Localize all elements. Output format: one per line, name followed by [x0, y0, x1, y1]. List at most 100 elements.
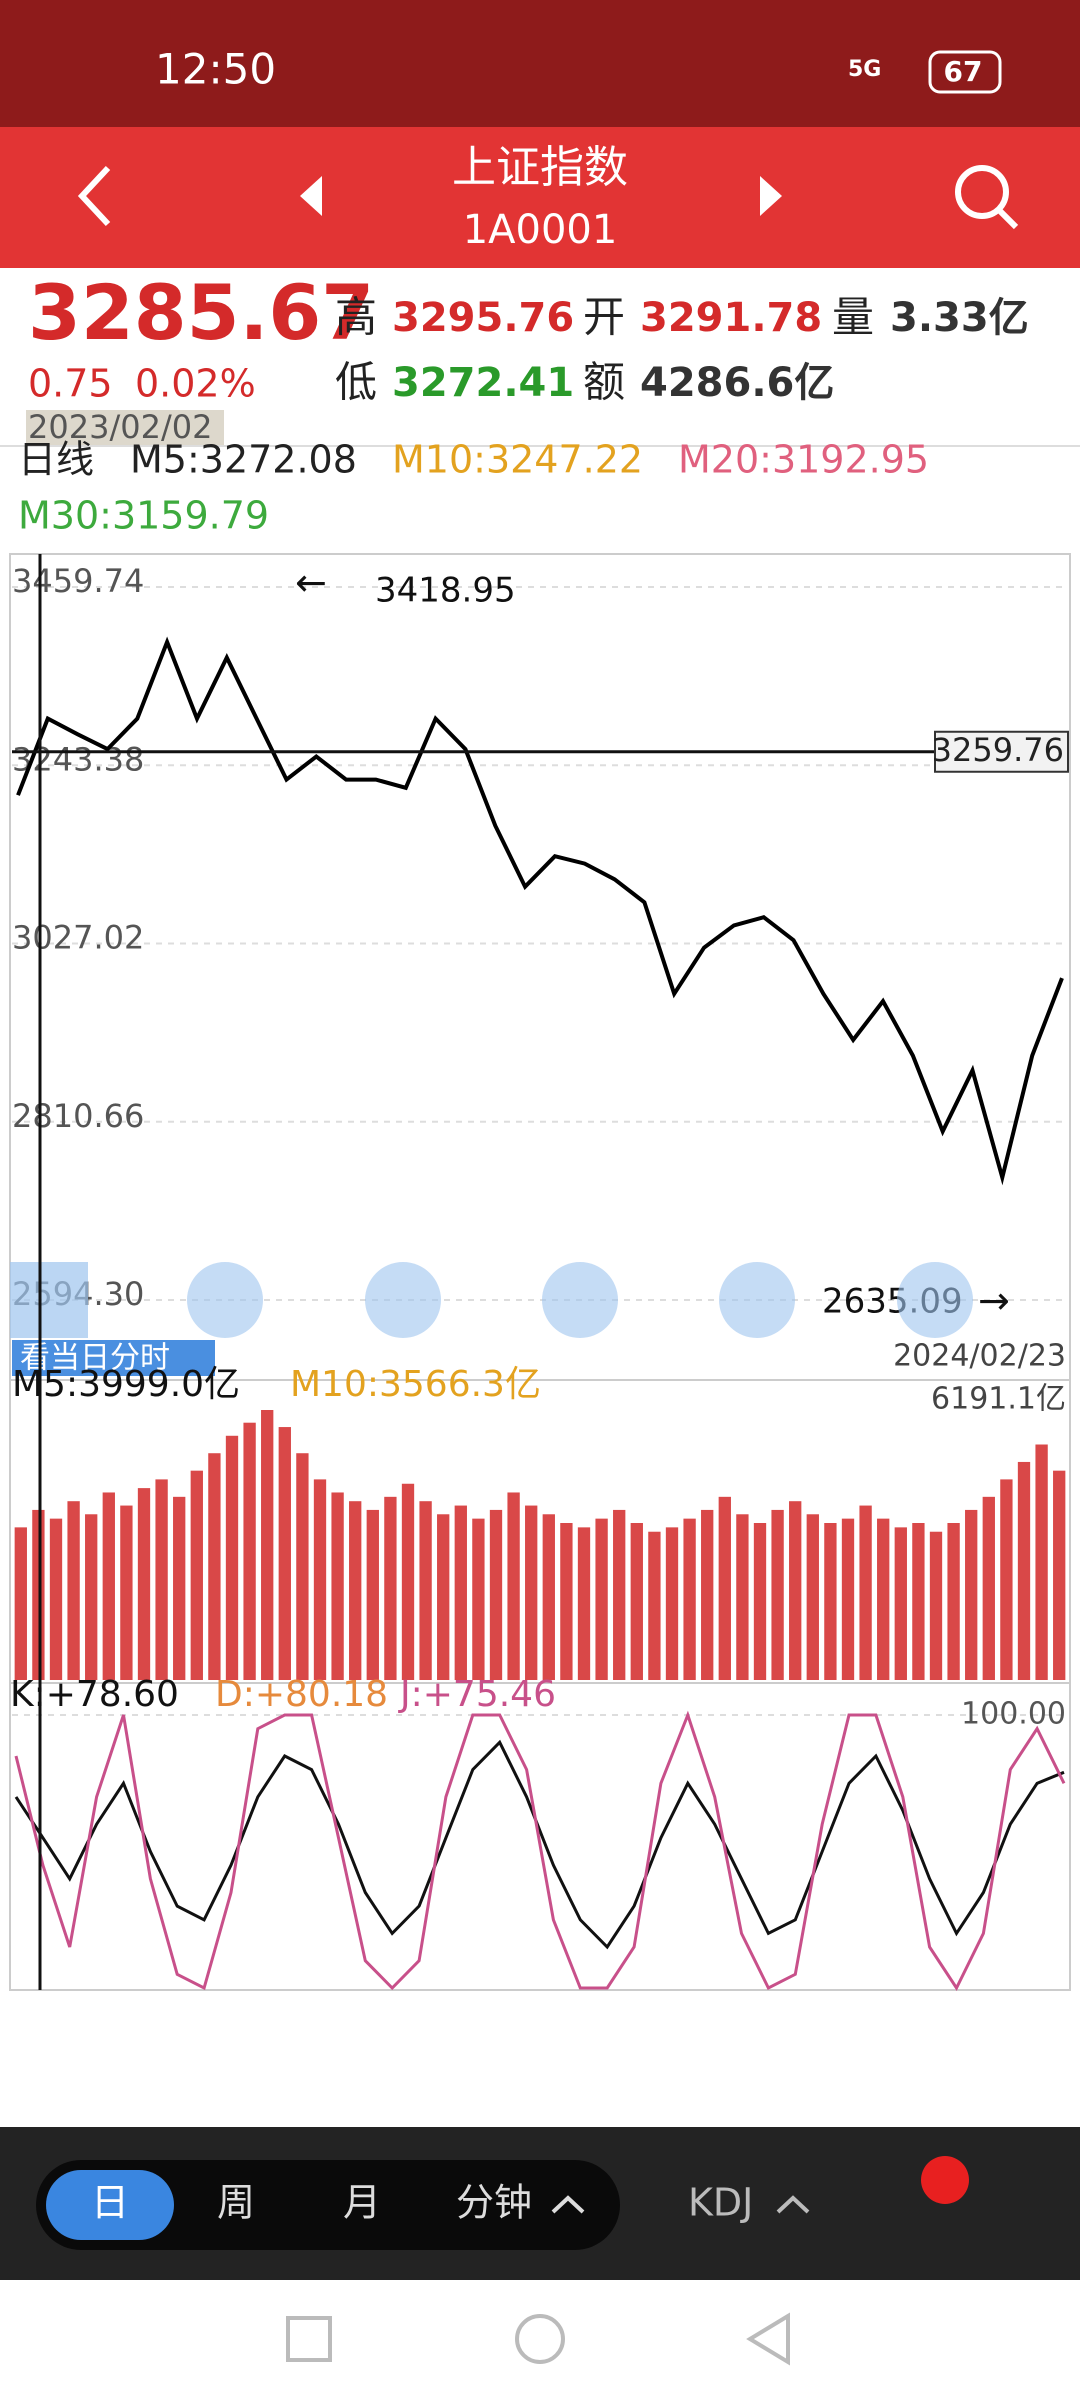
search-button[interactable] — [955, 165, 1009, 219]
y-tick-label: 2810.66 — [12, 1097, 144, 1135]
price: 3285.67 — [28, 268, 374, 357]
period-tab[interactable]: 日 — [91, 2181, 129, 2225]
d-label: D:+80.18 — [215, 1674, 388, 1715]
volume-bar — [683, 1518, 696, 1680]
k-label: K:+78.60 — [10, 1674, 179, 1715]
volume-bar — [437, 1514, 450, 1680]
volume-bar — [313, 1479, 327, 1680]
battery-level: 67 — [944, 55, 983, 88]
volume-bar — [947, 1523, 960, 1680]
low: 3272.41 — [392, 360, 574, 406]
volume-bar — [789, 1501, 802, 1680]
amount-label: 额 — [583, 358, 625, 407]
volume-bar — [102, 1492, 115, 1680]
ma5: M5:3272.08 — [130, 438, 357, 482]
period: 日线 — [18, 438, 94, 482]
move-left-button[interactable] — [542, 1262, 618, 1338]
volume-bar — [14, 1527, 27, 1680]
volume-bar — [982, 1496, 995, 1680]
crosshair-label-box — [934, 730, 1069, 773]
prev-button[interactable] — [300, 176, 322, 216]
zoom-out-button[interactable] — [365, 1262, 441, 1338]
status-bar — [0, 0, 1080, 127]
open-label: 开 — [583, 293, 625, 342]
kdj-panel: 100.00 — [12, 1697, 1068, 1992]
recents-button[interactable] — [286, 2316, 332, 2362]
amount: 4286.6亿 — [640, 360, 834, 406]
volume-bar — [208, 1453, 221, 1680]
line — [14, 1739, 1065, 1950]
volume-bar — [577, 1527, 591, 1680]
volume-bar — [225, 1435, 239, 1680]
status-time: 12:50 — [155, 45, 276, 94]
volume-bar — [120, 1505, 133, 1680]
volume: 3.33亿 — [890, 295, 1029, 341]
volume-bar — [137, 1488, 151, 1680]
indicator-tab[interactable]: KDJ — [688, 2181, 753, 2225]
zoom-in-button[interactable] — [187, 1262, 263, 1338]
volume-bar — [806, 1514, 819, 1680]
back-button[interactable] — [77, 165, 111, 227]
volume-bar — [929, 1531, 943, 1680]
volume-bar — [489, 1509, 503, 1680]
high-arrow: ← — [295, 561, 327, 605]
volume-bar — [859, 1505, 872, 1680]
period-tab[interactable]: 月 — [343, 2181, 381, 2225]
volume-bar — [32, 1509, 45, 1680]
move-right-button[interactable] — [719, 1262, 795, 1338]
volume-bar — [384, 1496, 397, 1680]
volume-bar — [349, 1501, 362, 1680]
minute-button-bg[interactable] — [12, 1340, 215, 1376]
period-tab[interactable]: 周 — [217, 2181, 255, 2225]
minute-caret — [551, 2195, 585, 2214]
back-nav-button[interactable] — [746, 2312, 790, 2366]
volume-bar — [613, 1509, 626, 1680]
volume-bar — [648, 1531, 661, 1680]
header — [0, 127, 1080, 268]
volume-bar — [894, 1527, 907, 1680]
volume-bar — [173, 1496, 186, 1680]
nav-bar — [0, 2280, 1080, 2400]
volume-m5: M5:3999.0亿 — [12, 1364, 240, 1405]
end-date: 2024/02/23 — [893, 1339, 1066, 1374]
ma20: M20:3192.95 — [678, 438, 929, 482]
fullscreen-button[interactable] — [897, 1262, 973, 1338]
volume-bar — [49, 1518, 63, 1680]
volume-bar — [665, 1527, 679, 1680]
search-handle — [996, 207, 1019, 230]
volume-bar — [824, 1523, 837, 1680]
volume-bar — [542, 1514, 555, 1680]
volume-bar — [155, 1479, 168, 1680]
volume-bar — [1053, 1470, 1066, 1680]
volume-bar — [419, 1501, 432, 1680]
y-tick-label: 3459.74 — [12, 562, 144, 600]
high-label: 高 — [335, 293, 377, 342]
minute-button[interactable]: 看当日分时 — [20, 1341, 170, 1376]
next-button[interactable] — [760, 176, 782, 216]
volume-bar — [560, 1523, 573, 1680]
record-button[interactable] — [921, 2156, 969, 2204]
j-label: J:+75.46 — [398, 1674, 556, 1715]
header-code: 1A0001 — [463, 207, 618, 253]
volume-bar — [1035, 1444, 1048, 1680]
battery-frame — [928, 50, 1002, 94]
scroll-left-button[interactable] — [10, 1262, 88, 1338]
volume-bar — [331, 1492, 344, 1680]
line — [14, 1710, 1066, 1992]
volume-bar — [912, 1523, 925, 1680]
volume-max: 6191.1亿 — [931, 1382, 1066, 1417]
volume-bar — [1000, 1479, 1013, 1680]
volume-bar — [965, 1509, 978, 1680]
network: 5G — [848, 57, 881, 82]
home-button[interactable] — [515, 2314, 565, 2364]
volume-bar — [472, 1518, 485, 1680]
date-box — [26, 410, 224, 446]
period-tab[interactable]: 分钟 — [456, 2181, 532, 2225]
period-tabs — [36, 2160, 620, 2250]
ma30: M30:3159.79 — [18, 494, 269, 538]
volume-bar — [1017, 1461, 1031, 1680]
high: 3295.76 — [392, 295, 574, 341]
volume-label: 量 — [832, 293, 874, 342]
